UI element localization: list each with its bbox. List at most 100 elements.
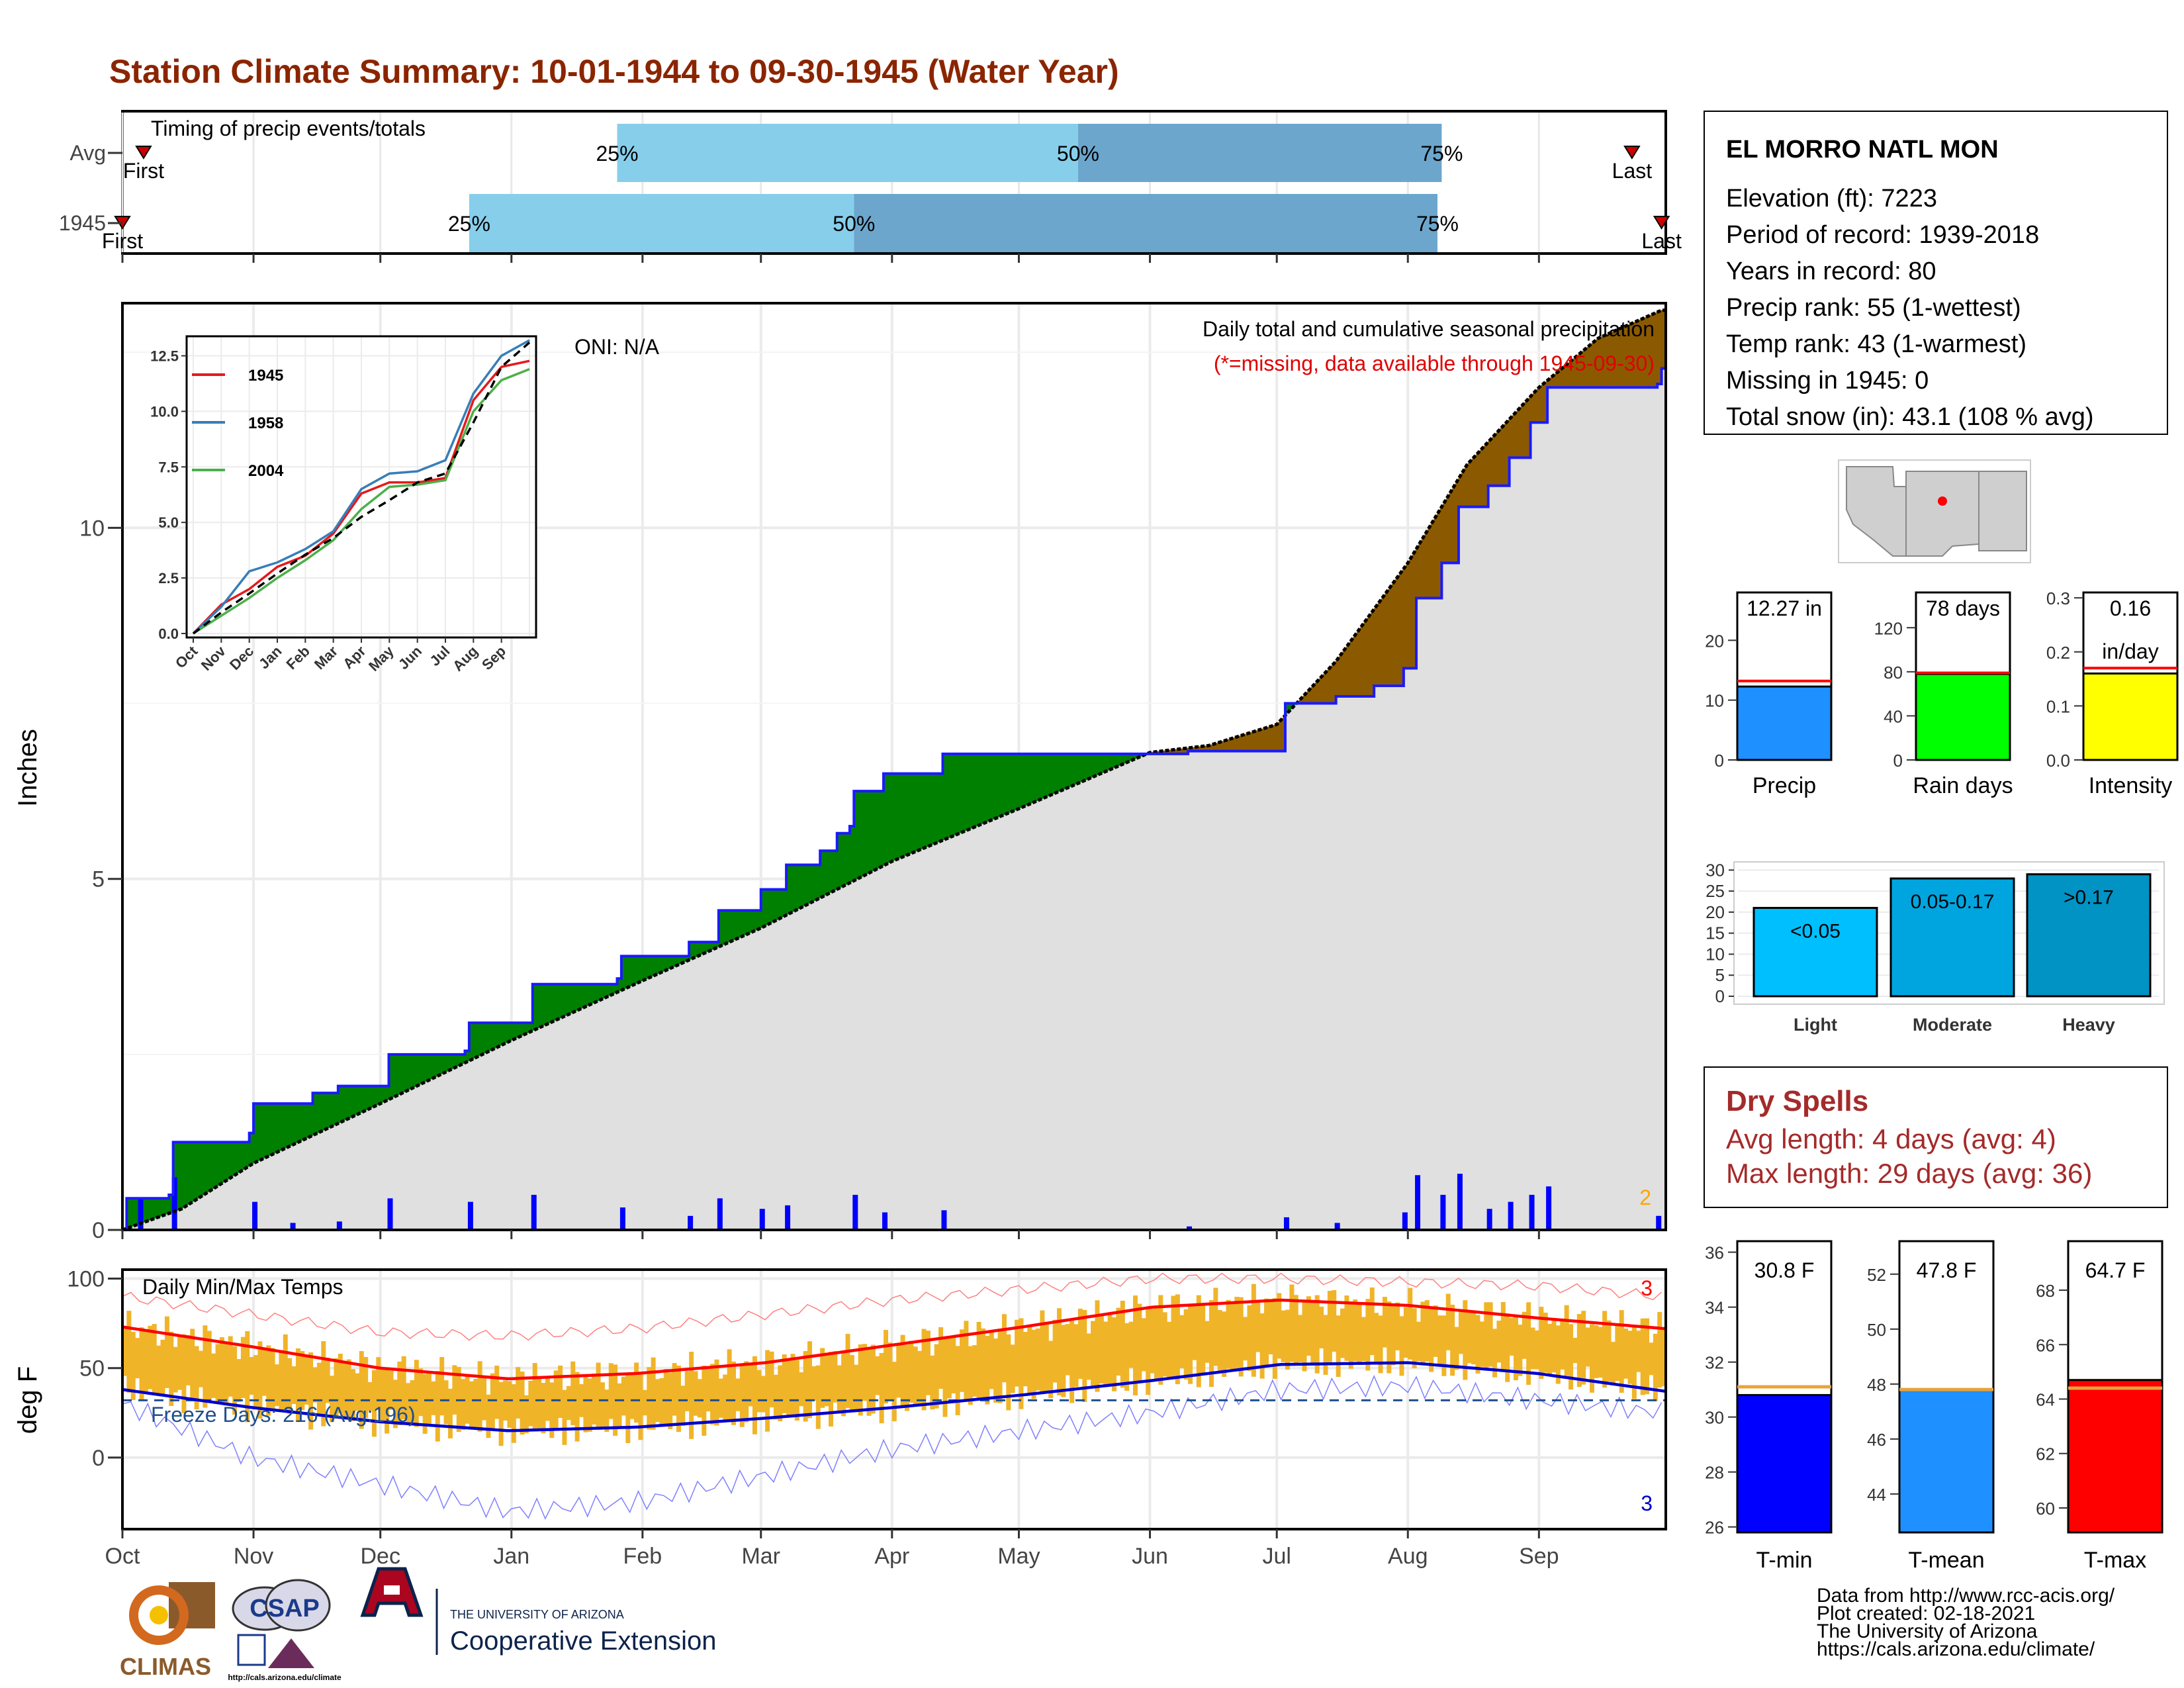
surplus-segment: [367, 1086, 373, 1110]
timing-p50-label: 50%: [833, 212, 875, 236]
surplus-segment: [633, 955, 639, 986]
deficit-under-area: [1602, 387, 1608, 1231]
precip-events-bar-label: 0.05-0.17: [1911, 891, 1995, 913]
surplus-segment: [219, 1141, 224, 1186]
daily-temp-range-bar: [1146, 1309, 1151, 1395]
daily-temp-range-bar: [1188, 1303, 1193, 1384]
deficit-under-area: [1657, 383, 1662, 1231]
daily-temp-range-bar: [461, 1379, 466, 1430]
timing-label: Timing of precip events/totals: [151, 117, 426, 140]
surplus-segment: [1056, 753, 1062, 793]
credit-data-source: Data from http://www.rcc-acis.org/: [1817, 1585, 2115, 1607]
surplus-segment: [156, 1197, 161, 1219]
deficit-segment: [1467, 459, 1472, 508]
daily-temp-range-bar: [545, 1377, 550, 1421]
daily-temp-range-bar: [1006, 1334, 1011, 1411]
month-label: Dec: [360, 1544, 400, 1569]
daily-temp-range-bar: [875, 1356, 880, 1395]
surplus-segment: [866, 790, 872, 875]
daily-temp-range-bar: [465, 1375, 470, 1424]
deficit-segment: [1479, 445, 1484, 508]
surplus-segment: [359, 1086, 364, 1114]
deficit-under-area: [1234, 751, 1240, 1231]
daily-temp-range-bar: [744, 1361, 749, 1423]
surplus-segment: [756, 910, 762, 931]
deficit-under-area: [1445, 562, 1451, 1231]
daily-temp-range-bar: [930, 1355, 935, 1410]
daily-temp-range-bar: [604, 1389, 610, 1432]
daily-temp-range-bar: [240, 1336, 246, 1398]
surplus-segment: [1044, 753, 1049, 798]
station-period: Period of record: 1939-2018: [1726, 221, 2039, 249]
deficit-segment: [1428, 519, 1434, 598]
daily-temp-range-bar: [427, 1371, 432, 1424]
daily-temp-range-bar: [684, 1371, 690, 1411]
daily-temp-range-bar: [1293, 1295, 1298, 1364]
deficit-segment: [1445, 491, 1451, 563]
surplus-segment: [849, 825, 854, 884]
daily-temp-range-bar: [321, 1341, 326, 1427]
deficit-segment: [1441, 498, 1447, 563]
surplus-segment: [232, 1141, 238, 1178]
deficit-segment: [1416, 540, 1421, 598]
daily-temp-range-bar: [1576, 1313, 1582, 1387]
daily-temp-range-bar: [702, 1365, 707, 1436]
deficit-segment: [1318, 674, 1324, 704]
daily-temp-range-bar: [148, 1325, 153, 1389]
daily-temp-range-bar: [1471, 1311, 1477, 1365]
daily-temp-range-bar: [718, 1378, 723, 1418]
daily-temp-range-bar: [203, 1325, 208, 1408]
daily-temp-range-bar: [1132, 1295, 1138, 1396]
daily-temp-range-bar: [1272, 1298, 1277, 1379]
surplus-segment: [1103, 753, 1109, 773]
daily-temp-range-bar: [934, 1344, 939, 1409]
surplus-segment: [578, 984, 584, 1010]
precip-events-category: Moderate: [1913, 1015, 1992, 1035]
deficit-under-area: [1416, 597, 1421, 1231]
daily-temp-range-bar: [837, 1365, 842, 1414]
daily-temp-range-bar: [1086, 1333, 1091, 1380]
daily-temp-range-bar: [1627, 1331, 1633, 1384]
inset-y-tick-label: 12.5: [150, 348, 179, 364]
deficit-under-area: [1162, 753, 1167, 1231]
daily-temp-range-bar: [160, 1339, 165, 1397]
daily-precip-bar: [1486, 1209, 1492, 1230]
daily-temp-range-bar: [1530, 1327, 1535, 1370]
surplus-segment: [925, 773, 931, 848]
deficit-under-area: [1458, 506, 1463, 1231]
daily-temp-range-bar: [270, 1348, 275, 1411]
surplus-segment: [316, 1092, 322, 1134]
daily-temp-range-bar: [997, 1329, 1003, 1403]
deficit-under-area: [1310, 703, 1316, 1231]
surplus-segment: [1060, 753, 1066, 792]
deficit-segment: [1373, 602, 1379, 686]
daily-temp-range-bar: [295, 1348, 300, 1423]
daily-temp-range-bar: [1205, 1321, 1210, 1363]
surplus-segment: [299, 1103, 305, 1142]
daily-temp-range-bar: [558, 1365, 563, 1418]
daily-temp-range-bar: [135, 1338, 140, 1379]
precip-events-category: Heavy: [2062, 1015, 2115, 1035]
daily-temp-range-bar: [1175, 1294, 1180, 1385]
daily-temp-range-bar: [1378, 1315, 1383, 1374]
surplus-segment: [485, 1022, 491, 1053]
daily-temp-range-bar: [1052, 1319, 1058, 1383]
deficit-under-area: [1420, 597, 1426, 1231]
surplus-segment: [295, 1103, 300, 1144]
mini-temp-y-tick-label: 32: [1705, 1353, 1724, 1373]
deficit-under-area: [1496, 485, 1502, 1231]
month-label: Jun: [1132, 1544, 1168, 1569]
deficit-segment: [1433, 512, 1438, 598]
daily-temp-range-bar: [1019, 1318, 1024, 1409]
daily-temp-range-bar: [1327, 1290, 1332, 1366]
inset-y-tick-label: 5.0: [158, 514, 179, 531]
station-info-box: EL MORRO NATL MON Elevation (ft): 7223 P…: [1704, 111, 2168, 435]
deficit-under-area: [1272, 751, 1277, 1231]
daily-temp-range-bar: [938, 1327, 944, 1389]
deficit-under-area: [1246, 751, 1252, 1231]
daily-temp-range-bar: [494, 1366, 500, 1419]
deficit-under-area: [1644, 387, 1649, 1231]
deficit-under-area: [1154, 753, 1159, 1231]
csap-logo: CSAP http://cals.arizona.edu/climate: [228, 1579, 341, 1682]
